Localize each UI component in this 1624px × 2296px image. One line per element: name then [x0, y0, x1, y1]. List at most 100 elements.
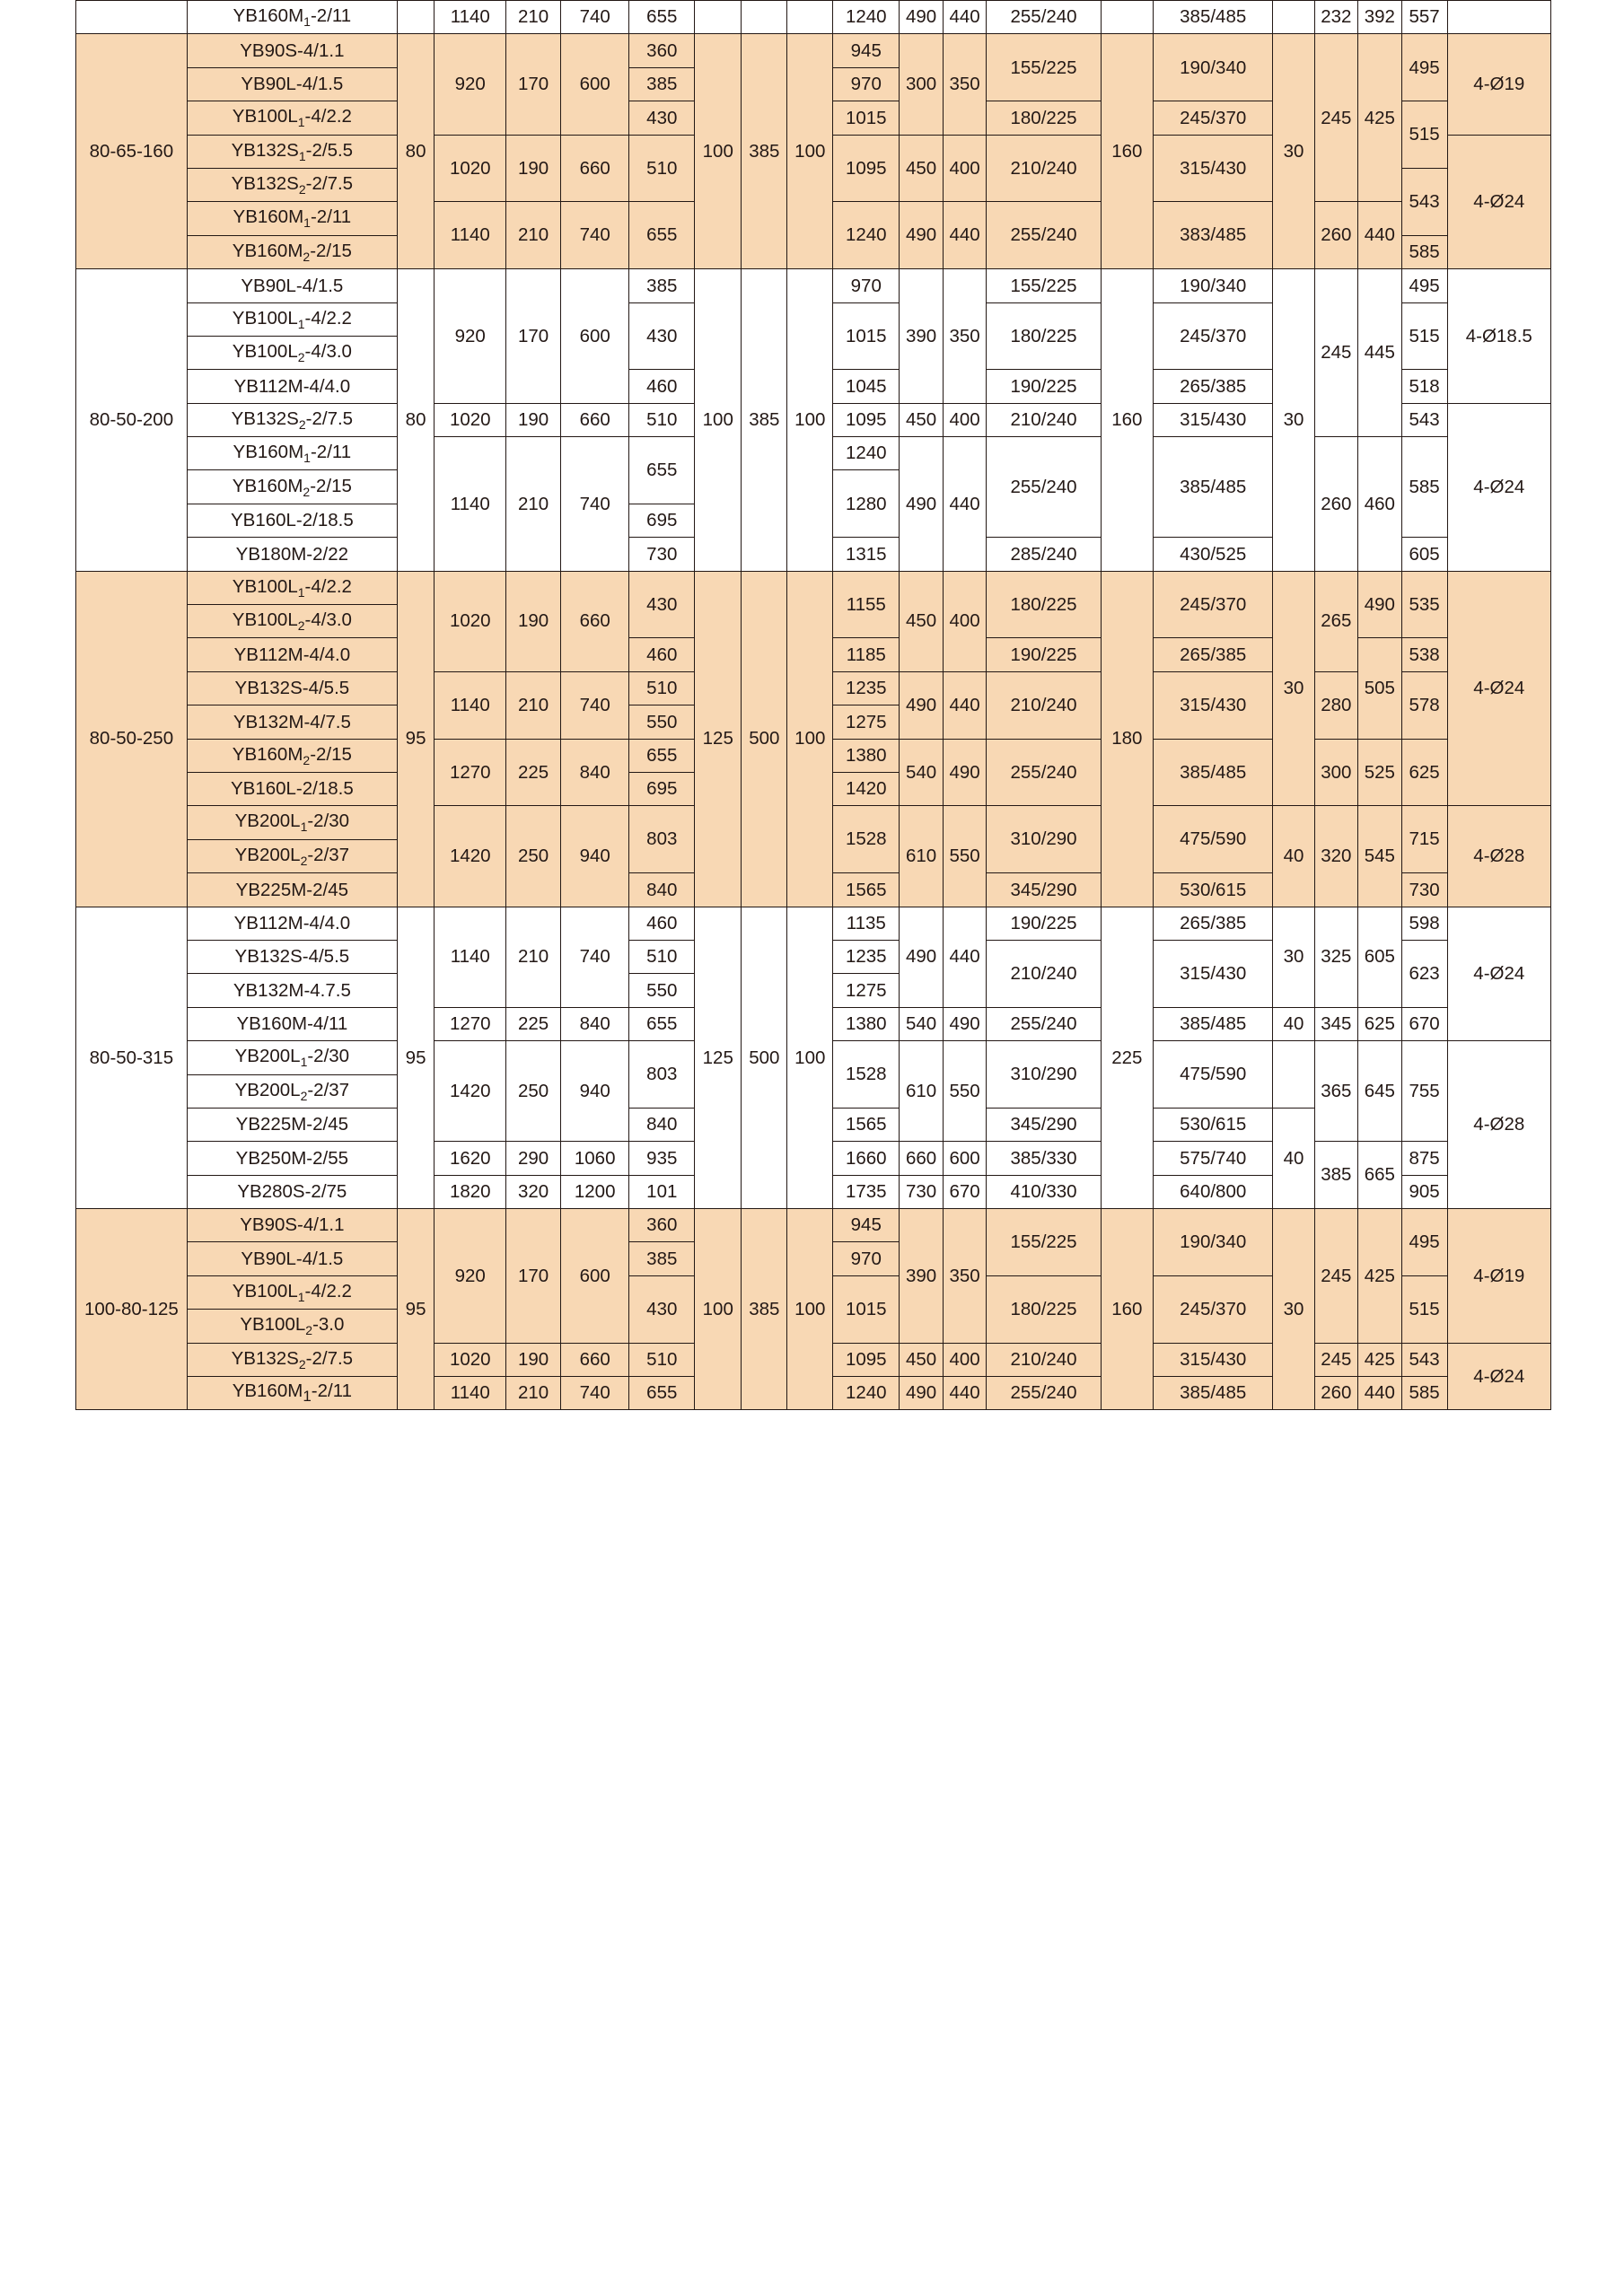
- table-row: YB160M-4/11 1270 225 840 655 1380 540 490 255/24…: [76, 1006, 1551, 1042]
- dim-p-cell: 40: [1272, 805, 1315, 907]
- dim-m-cell: 155/225: [986, 33, 1102, 102]
- table-row: YB225M-2/45 840 1565 345/290 530/615 730: [76, 872, 1551, 907]
- table-row: 80-50-200 YB90L-4/1.5 80 920 170 600 385 100 385…: [75, 268, 1552, 572]
- table-row: YB90L-4/1.5 385 970: [76, 1241, 1551, 1276]
- dim-L-cell: 1620: [434, 1141, 507, 1176]
- dim-s-cell: 585: [1400, 1376, 1448, 1411]
- dim-m-cell: 210/240: [986, 670, 1102, 740]
- dim-L-cell: 920: [434, 1208, 507, 1344]
- dim-f-cell: 360: [628, 33, 696, 68]
- dim-c-cell: 210: [505, 1376, 561, 1411]
- dim-L-cell: 1270: [434, 1006, 507, 1042]
- dim-i-cell: 100: [786, 268, 834, 572]
- motor-model-cell: YB225M-2/45: [186, 1107, 398, 1143]
- dim-m-cell: 345/290: [986, 872, 1102, 907]
- motor-model-cell: YB90S-4/1.1: [186, 33, 398, 68]
- spec-table-body: YB160M1-2/11 1140 210 740 655 1240 490 440 255/2…: [75, 0, 1552, 1411]
- dim-m-cell: 310/290: [986, 805, 1102, 874]
- dim-r-cell: 625: [1357, 1006, 1402, 1042]
- dim-j-cell: 1240: [832, 1376, 900, 1411]
- dim-f-cell: 385: [628, 268, 696, 303]
- data-cell-17: 557: [1400, 0, 1448, 35]
- dim-o-cell: 190/340: [1152, 1208, 1274, 1276]
- dim-o-cell: 245/370: [1152, 302, 1274, 371]
- data-cell-12: [1100, 0, 1154, 35]
- bolt-spec-cell: 4-Ø24: [1446, 1342, 1552, 1411]
- dim-f-cell: 430: [628, 570, 696, 639]
- dim-p-cell: 30: [1272, 33, 1315, 270]
- dim-s-cell: 495: [1400, 33, 1448, 102]
- motor-model-cell: YB90L-4/1.5: [186, 1241, 398, 1276]
- dim-e-cell: 740: [559, 1376, 630, 1411]
- dim-g-cell: 100: [694, 33, 742, 270]
- bolt-spec-cell: 4-Ø24: [1446, 402, 1552, 572]
- dim-L-cell: 920: [434, 33, 507, 136]
- dim-L-cell: 1020: [434, 402, 507, 438]
- dim-L-cell: 1270: [434, 738, 507, 807]
- dim-j-cell: 1528: [832, 805, 900, 874]
- dim-l-cell: 440: [942, 670, 988, 740]
- dim-f-cell: 460: [628, 369, 696, 404]
- table-row: YB160M1-2/11 1140 210 740 655 1240 490 440 255/2…: [75, 0, 1552, 35]
- dim-e-cell: 660: [559, 1342, 630, 1378]
- dim-l-cell: 550: [942, 805, 988, 907]
- dim-e-cell: 660: [559, 134, 630, 203]
- motor-model-cell: YB225M-2/45: [186, 872, 398, 907]
- data-cell-13: 385/485: [1152, 0, 1274, 35]
- motor-model-cell: YB160M1-2/11: [186, 201, 398, 236]
- motor-model-cell: YB100L1-4/2.2: [186, 1275, 398, 1310]
- table-row: YB100L1-4/2.2 430 1015 180/225 245/370 515: [76, 302, 1551, 371]
- dim-s-cell: 518: [1400, 369, 1448, 404]
- dim-j-cell: 1380: [832, 738, 900, 773]
- dim-q-cell: 260: [1313, 201, 1359, 270]
- dim-m-cell: 155/225: [986, 1208, 1102, 1276]
- dim-o-cell: 265/385: [1152, 637, 1274, 672]
- table-row: YB160L-2/18.5 695: [76, 503, 1551, 539]
- table-row: YB200L2-2/37: [76, 838, 1551, 874]
- dim-q-cell: 245: [1313, 1342, 1359, 1378]
- dim-f-cell: 730: [628, 537, 696, 572]
- dim-m-cell: 210/240: [986, 134, 1102, 203]
- dim-l-cell: 440: [942, 906, 988, 1008]
- dim-o-cell: 640/800: [1152, 1174, 1274, 1210]
- dim-h-cell: 385: [741, 268, 788, 572]
- dim-q-cell: 300: [1313, 738, 1359, 807]
- dim-s-cell: 730: [1400, 872, 1448, 907]
- dim-o-cell: 530/615: [1152, 1107, 1274, 1143]
- dim-f-cell: 803: [628, 805, 696, 874]
- dim-l-cell: 440: [942, 436, 988, 572]
- dim-L-cell: 1020: [434, 134, 507, 203]
- table-row: YB160L-2/18.5 695 1420: [76, 771, 1551, 807]
- dim-f-cell: 510: [628, 939, 696, 975]
- dim-s-cell: 495: [1400, 268, 1448, 303]
- table-row: YB100L1-4/2.2 430 1015 180/225 245/370 515: [76, 1275, 1551, 1344]
- dim-q-cell: 260: [1313, 436, 1359, 572]
- table-row: YB112M-4/4.0 460 1045 190/225 265/385 518: [76, 369, 1551, 404]
- dim-l-cell: 400: [942, 1342, 988, 1378]
- dim-j-cell: 1095: [832, 134, 900, 203]
- dim-l-cell: 490: [942, 738, 988, 807]
- motor-model-cell: YB160L-2/18.5: [186, 503, 398, 539]
- dim-k-cell: 450: [899, 134, 944, 203]
- dim-q-cell: 345: [1313, 1006, 1359, 1042]
- data-cell-18: [1446, 0, 1552, 35]
- table-row: YB132S-4/5.5 510 1235 210/240 315/430 623: [76, 939, 1551, 1008]
- dim-c-cell: 190: [505, 1342, 561, 1378]
- dim-r-cell: 605: [1357, 906, 1402, 1008]
- dim-l-cell: 400: [942, 134, 988, 203]
- motor-model-cell: YB132S2-2/7.5: [186, 1342, 398, 1378]
- dim-f-cell: 840: [628, 872, 696, 907]
- motor-model-cell: YB90L-4/1.5: [186, 66, 398, 102]
- dim-r-cell: 445: [1357, 268, 1402, 438]
- dim-k-cell: 490: [899, 906, 944, 1008]
- dim-p-cell: 30: [1272, 906, 1315, 1008]
- dim-f-cell: 550: [628, 973, 696, 1008]
- motor-model-cell: YB160M1-2/11: [186, 436, 398, 471]
- dim-m-cell: 210/240: [986, 939, 1102, 1008]
- dim-j-cell: 1155: [832, 570, 900, 639]
- dim-g-cell: 125: [694, 570, 742, 907]
- motor-model-cell: YB180M-2/22: [186, 537, 398, 572]
- dim-p-cell: 30: [1272, 268, 1315, 572]
- dim-f-cell: 655: [628, 436, 696, 504]
